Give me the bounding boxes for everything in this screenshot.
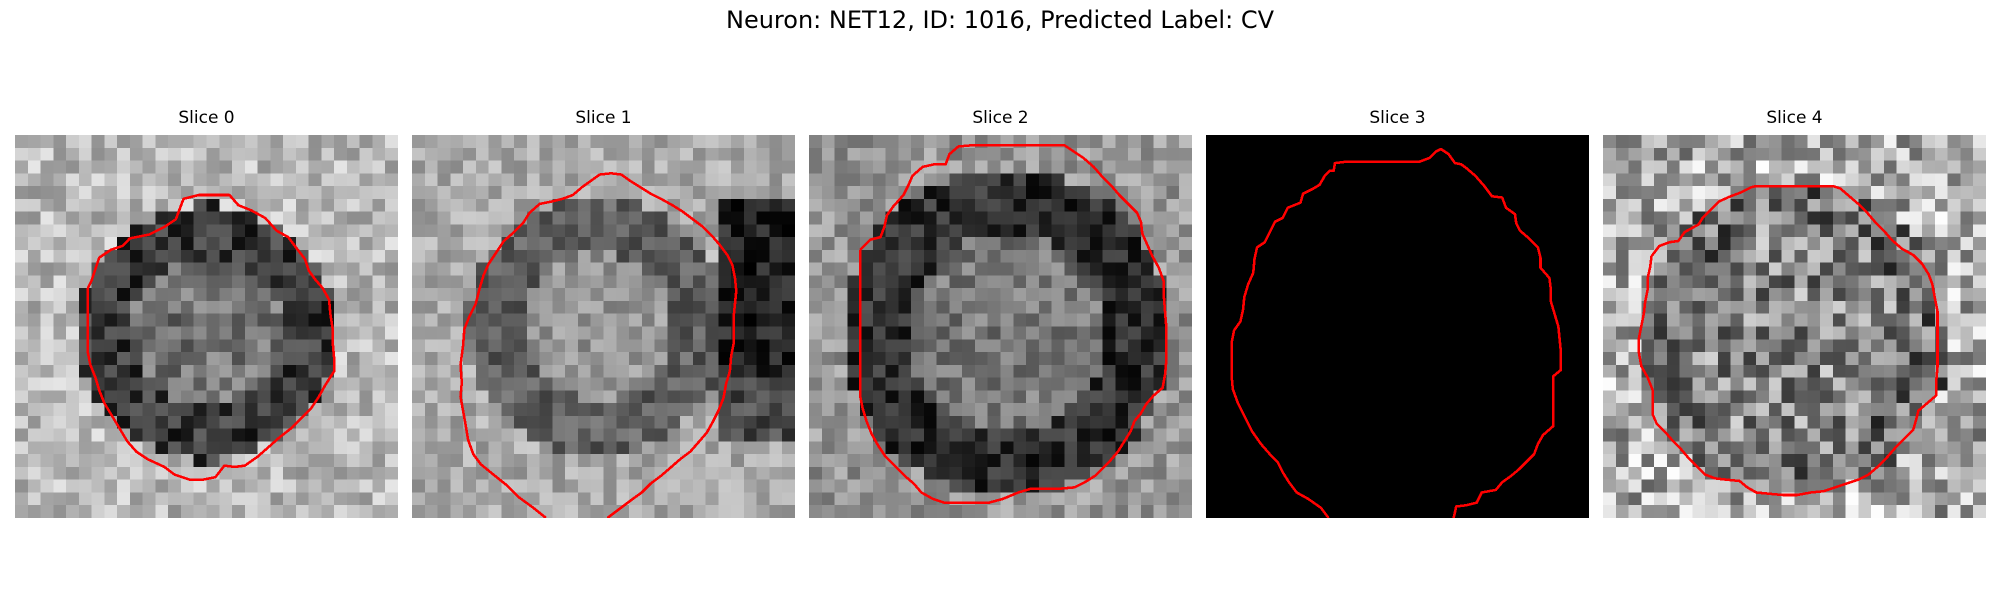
- roi-outline: [459, 172, 738, 518]
- roi-outline: [86, 193, 336, 481]
- slice-panel-0: Slice 0: [15, 108, 398, 520]
- slice-title: Slice 0: [178, 108, 235, 128]
- roi-outline: [858, 143, 1168, 504]
- roi-outline: [1637, 184, 1939, 497]
- slice-image: [1603, 135, 1986, 518]
- roi-outline: [1230, 147, 1563, 518]
- slice-image: [15, 135, 398, 518]
- slice-image: [809, 135, 1192, 518]
- slice-image: [412, 135, 795, 518]
- slice-panel-4: Slice 4: [1603, 108, 1986, 520]
- slice-title: Slice 2: [972, 108, 1029, 128]
- figure-title: Neuron: NET12, ID: 1016, Predicted Label…: [726, 6, 1274, 34]
- slice-title: Slice 4: [1766, 108, 1823, 128]
- slice-panel-1: Slice 1: [412, 108, 795, 520]
- slice-image: [1206, 135, 1589, 518]
- slice-panel-3: Slice 3: [1206, 108, 1589, 520]
- slice-title: Slice 3: [1369, 108, 1426, 128]
- slice-title: Slice 1: [575, 108, 632, 128]
- slice-panel-2: Slice 2: [809, 108, 1192, 520]
